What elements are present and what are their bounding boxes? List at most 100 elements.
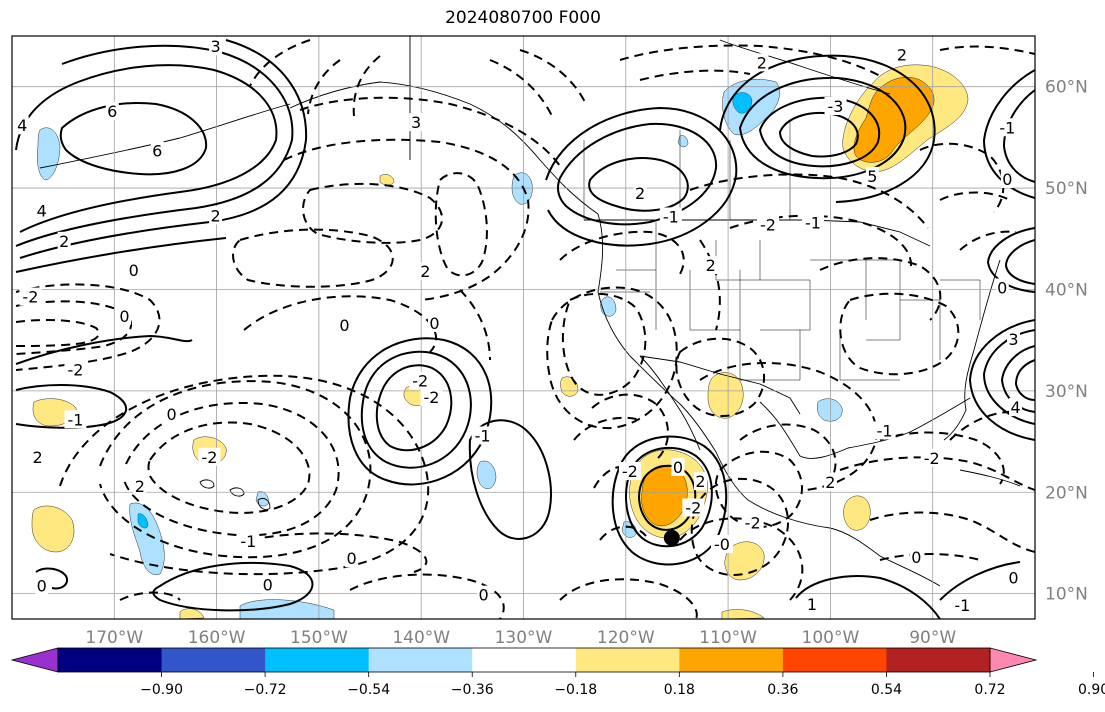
contour-label-bg <box>995 278 1009 297</box>
contour-southeast-pacific-2 <box>795 575 941 619</box>
state-line-9 <box>839 330 900 381</box>
contour-label: 4 <box>37 201 47 220</box>
contour-label-bg <box>420 387 443 406</box>
contour-label-bg <box>659 207 682 226</box>
contour-bottom-left <box>35 567 68 590</box>
contour-label: -2 <box>201 448 217 467</box>
contour-label-bg <box>471 426 494 445</box>
colorbar-tick-label: 0.36 <box>767 682 798 698</box>
contour-label-bg <box>118 306 132 325</box>
contour-label: 3 <box>210 37 220 56</box>
dash-contour-34 <box>869 511 1035 553</box>
contour-label-bg <box>741 513 764 532</box>
colorbar-extend-min <box>10 647 59 673</box>
coast-aleutians <box>39 103 291 169</box>
dash-contour-16 <box>546 286 678 430</box>
lon-tick-label: 90°W <box>909 628 956 648</box>
contour-label: 0 <box>129 261 139 280</box>
coast-east-us <box>964 259 1001 411</box>
contour-west-coast-1 <box>15 334 193 365</box>
contour-label: 0 <box>429 314 439 333</box>
dash-contour-7 <box>59 374 430 576</box>
fill-yellow-small-2 <box>379 174 395 186</box>
dash-contour-29 <box>249 532 428 573</box>
contour-label: 0 <box>479 586 489 605</box>
contour-label: 2 <box>210 206 220 225</box>
contour-label: -2 <box>745 514 761 533</box>
contour-label-bg <box>35 576 49 595</box>
dash-contour-27 <box>559 578 698 619</box>
dash-contour-21 <box>599 525 647 541</box>
contour-label-bg <box>951 595 974 614</box>
colorbar-segment <box>886 648 991 672</box>
coast-west-us-canada <box>597 213 749 501</box>
contour-label-bg <box>31 447 45 466</box>
dash-contour-17 <box>675 337 766 417</box>
fill-orange-great-lakes <box>853 77 935 163</box>
dash-contour-46 <box>249 39 311 87</box>
contour-label: -2 <box>67 361 83 380</box>
dash-contour-37 <box>689 173 929 229</box>
colorbar-tick-label: −0.90 <box>140 682 183 698</box>
contour-label-bg <box>693 472 707 491</box>
dash-contour-15 <box>561 292 647 396</box>
colorbar-tick-label: 0.72 <box>974 682 1005 698</box>
contour-aleutian-low-1 <box>15 64 278 233</box>
contour-label-bg <box>261 575 275 594</box>
dash-contour-39 <box>619 44 881 77</box>
dash-contour-47 <box>307 59 341 115</box>
dash-contour-5 <box>123 402 340 537</box>
state-line-6 <box>739 330 801 381</box>
contour-gulf-alaska-2 <box>545 106 738 247</box>
contour-label: 0 <box>166 405 176 424</box>
dash-contour-23 <box>739 423 837 485</box>
colorbar-segment <box>782 648 887 672</box>
dash-contour-50 <box>519 49 587 105</box>
dash-contour-32 <box>879 431 1005 485</box>
contour-label-bg <box>64 360 87 379</box>
coast-cuba <box>959 469 1021 487</box>
lon-tick-label: 140°W <box>392 628 450 648</box>
longitude-tick-labels: 170°W 160°W 150°W 140°W 130°W 120°W 110°W 100°W… <box>85 628 956 648</box>
colorbar-segment <box>265 648 370 672</box>
dash-contour-43 <box>939 191 1011 201</box>
dash-contour-3 <box>15 319 100 347</box>
contour-label: 2 <box>897 45 907 64</box>
contour-label: -2 <box>622 462 638 481</box>
contour-label: -2 <box>22 288 38 307</box>
contour-label-bg <box>865 166 879 185</box>
fill-cyan-hawaii-east <box>137 513 149 529</box>
dash-contour-6 <box>99 380 372 559</box>
contour-northeast-low-2 <box>1004 239 1035 285</box>
contour-label-bg <box>873 421 896 440</box>
dash-contour-8 <box>232 228 394 288</box>
contour-label: -2 <box>412 372 428 391</box>
coast-hawaii-island-3 <box>257 497 271 511</box>
state-lines <box>583 120 981 381</box>
lon-tick-label: 100°W <box>802 628 860 648</box>
contour-label: 2 <box>135 477 145 496</box>
fill-yellow-small-3 <box>179 608 205 619</box>
fill-blue-pacific-1 <box>476 460 497 489</box>
contour-label: 0 <box>263 576 273 595</box>
contour-label-bg <box>345 549 359 568</box>
state-line-10 <box>616 269 657 330</box>
dash-contour-45 <box>959 230 1017 251</box>
contour-label: -1 <box>475 426 491 445</box>
colorbar-tick-label: 0.54 <box>871 682 902 698</box>
fill-blue-small-2 <box>677 135 689 147</box>
contour-hudson-low-4 <box>719 54 936 203</box>
contour-hudson-low-2 <box>758 96 881 168</box>
contour-label-bg <box>133 477 147 496</box>
contour-label: 2 <box>59 232 69 251</box>
storm-center-marker <box>663 529 680 546</box>
lon-tick-label: 130°W <box>495 628 553 648</box>
dash-contour-33 <box>839 456 1035 491</box>
colorbar-tick-label: 0.90 <box>1078 682 1105 698</box>
contour-label-bg <box>477 585 491 604</box>
contour-label-bg <box>19 287 42 306</box>
lat-tick-label: 10°N <box>1045 585 1088 605</box>
lat-tick-label: 30°N <box>1045 382 1088 402</box>
contour-label-bg <box>1009 398 1023 417</box>
